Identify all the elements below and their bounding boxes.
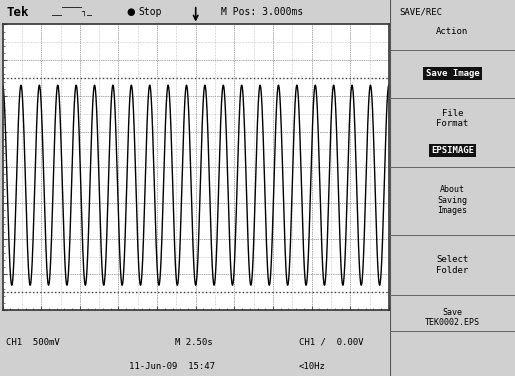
Text: CH1  500mV: CH1 500mV xyxy=(6,338,60,347)
Text: SAVE/REC: SAVE/REC xyxy=(399,8,442,17)
Text: EPSIMAGE: EPSIMAGE xyxy=(431,146,474,155)
Text: Save
TEK0002.EPS: Save TEK0002.EPS xyxy=(425,308,480,327)
Text: M Pos: 3.000ms: M Pos: 3.000ms xyxy=(221,7,304,17)
Text: CH1 /  0.00V: CH1 / 0.00V xyxy=(299,338,363,347)
Text: Action: Action xyxy=(436,27,469,36)
Text: Select
Folder: Select Folder xyxy=(436,255,469,275)
Text: 11-Jun-09  15:47: 11-Jun-09 15:47 xyxy=(129,362,215,371)
Text: ●: ● xyxy=(126,7,135,17)
Text: <10Hz: <10Hz xyxy=(299,362,325,371)
Text: M 2.50s: M 2.50s xyxy=(175,338,213,347)
Text: Save Image: Save Image xyxy=(425,69,479,78)
Text: _̲̅̅̅̅┐_: _̲̅̅̅̅┐_ xyxy=(52,8,92,17)
Text: Stop: Stop xyxy=(138,7,162,17)
Text: File
Format: File Format xyxy=(436,109,469,128)
Text: Tek: Tek xyxy=(6,6,29,18)
Text: About
Saving
Images: About Saving Images xyxy=(437,185,468,215)
